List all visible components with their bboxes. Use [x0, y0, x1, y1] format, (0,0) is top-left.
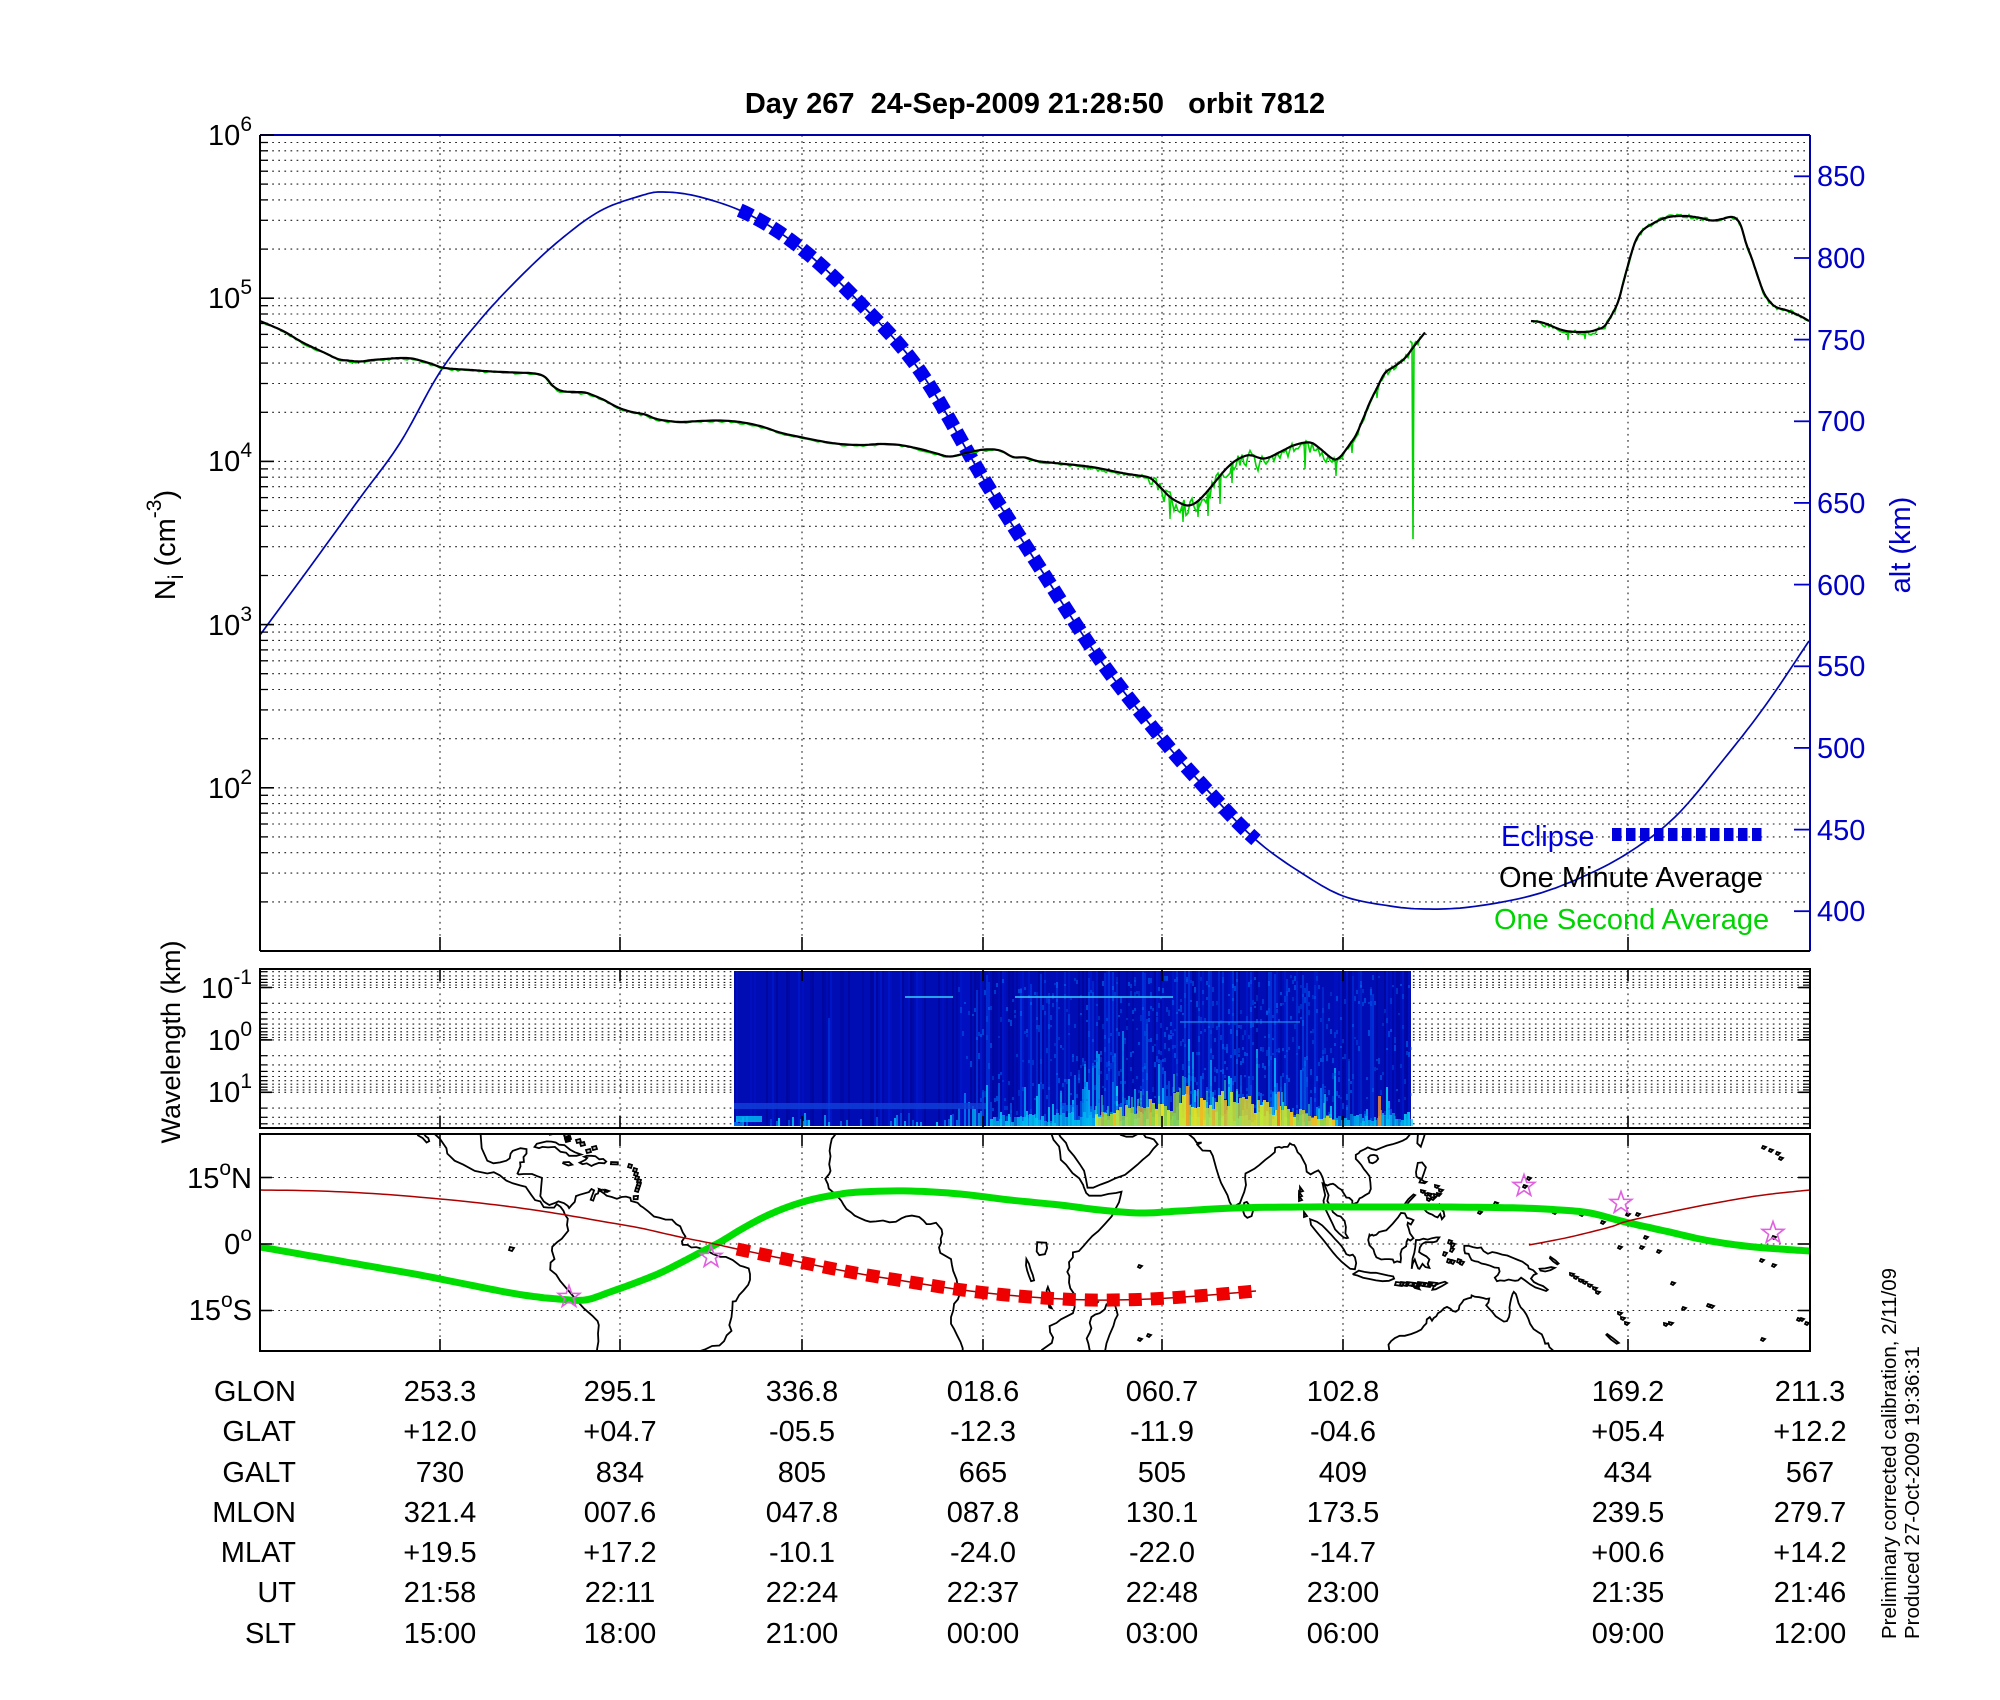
svg-text:15oS: 15oS: [189, 1289, 252, 1327]
svg-text:295.1: 295.1: [584, 1376, 657, 1408]
svg-text:+00.6: +00.6: [1591, 1537, 1664, 1569]
svg-text:-12.3: -12.3: [950, 1416, 1016, 1448]
svg-text:-05.5: -05.5: [769, 1416, 835, 1448]
svg-text:22:48: 22:48: [1126, 1577, 1199, 1609]
svg-text:700: 700: [1817, 406, 1865, 438]
svg-text:805: 805: [778, 1457, 826, 1489]
svg-text:321.4: 321.4: [404, 1497, 477, 1529]
svg-text:665: 665: [959, 1457, 1007, 1489]
svg-text:+19.5: +19.5: [403, 1537, 476, 1569]
svg-text:15:00: 15:00: [404, 1618, 477, 1650]
svg-text:MLON: MLON: [212, 1497, 296, 1529]
svg-text:-10.1: -10.1: [769, 1537, 835, 1569]
svg-text:567: 567: [1786, 1457, 1834, 1489]
svg-text:007.6: 007.6: [584, 1497, 657, 1529]
svg-text:GLON: GLON: [214, 1376, 296, 1408]
svg-text:730: 730: [416, 1457, 464, 1489]
svg-text:018.6: 018.6: [947, 1376, 1020, 1408]
svg-text:450: 450: [1817, 815, 1865, 847]
svg-text:21:35: 21:35: [1592, 1577, 1665, 1609]
svg-text:One Second Average: One Second Average: [1494, 904, 1769, 936]
svg-text:SLT: SLT: [245, 1618, 296, 1650]
svg-text:-04.6: -04.6: [1310, 1416, 1376, 1448]
svg-text:MLAT: MLAT: [221, 1537, 296, 1569]
svg-text:239.5: 239.5: [1592, 1497, 1665, 1529]
svg-text:+14.2: +14.2: [1773, 1537, 1846, 1569]
svg-text:173.5: 173.5: [1307, 1497, 1380, 1529]
svg-text:-11.9: -11.9: [1130, 1416, 1194, 1448]
svg-text:400: 400: [1817, 896, 1865, 928]
svg-text:03:00: 03:00: [1126, 1618, 1199, 1650]
svg-text:500: 500: [1817, 733, 1865, 765]
svg-text:650: 650: [1817, 488, 1865, 520]
svg-text:Ni (cm-3): Ni (cm-3): [143, 490, 188, 600]
svg-text:+12.2: +12.2: [1773, 1416, 1846, 1448]
svg-text:GALT: GALT: [222, 1457, 296, 1489]
svg-text:750: 750: [1817, 325, 1865, 357]
svg-text:102.8: 102.8: [1307, 1376, 1380, 1408]
svg-text:087.8: 087.8: [947, 1497, 1020, 1529]
svg-text:One Minute Average: One Minute Average: [1499, 862, 1763, 894]
svg-text:+05.4: +05.4: [1591, 1416, 1664, 1448]
svg-text:-22.0: -22.0: [1129, 1537, 1195, 1569]
svg-text:UT: UT: [257, 1577, 296, 1609]
svg-text:+17.2: +17.2: [583, 1537, 656, 1569]
svg-text:834: 834: [596, 1457, 644, 1489]
svg-text:23:00: 23:00: [1307, 1577, 1380, 1609]
svg-text:Wavelength (km): Wavelength (km): [156, 940, 186, 1143]
svg-text:106: 106: [208, 113, 252, 152]
svg-text:Eclipse: Eclipse: [1501, 821, 1595, 853]
svg-text:+04.7: +04.7: [583, 1416, 656, 1448]
svg-text:21:00: 21:00: [766, 1618, 839, 1650]
svg-text:-24.0: -24.0: [950, 1537, 1016, 1569]
svg-text:22:11: 22:11: [585, 1577, 655, 1609]
svg-text:18:00: 18:00: [584, 1618, 657, 1650]
svg-text:00:00: 00:00: [947, 1618, 1020, 1650]
svg-text:850: 850: [1817, 161, 1865, 193]
svg-text:169.2: 169.2: [1592, 1376, 1665, 1408]
svg-text:211.3: 211.3: [1775, 1376, 1845, 1408]
svg-text:Day 267 24-Sep-2009 21:28:50: Day 267 24-Sep-2009 21:28:50 orbit 7812: [745, 88, 1325, 120]
svg-text:09:00: 09:00: [1592, 1618, 1665, 1650]
svg-text:Preliminary corrected calibrat: Preliminary corrected calibration, 2/11/…: [1878, 1268, 1901, 1639]
svg-text:-14.7: -14.7: [1310, 1537, 1376, 1569]
svg-text:15oN: 15oN: [187, 1157, 252, 1195]
svg-text:600: 600: [1817, 570, 1865, 602]
svg-text:Produced 27-Oct-2009 19:36:31: Produced 27-Oct-2009 19:36:31: [1901, 1346, 1924, 1639]
svg-text:253.3: 253.3: [404, 1376, 477, 1408]
svg-text:060.7: 060.7: [1126, 1376, 1199, 1408]
svg-text:21:58: 21:58: [404, 1577, 477, 1609]
svg-text:06:00: 06:00: [1307, 1618, 1380, 1650]
svg-text:434: 434: [1604, 1457, 1652, 1489]
svg-text:12:00: 12:00: [1774, 1618, 1847, 1650]
svg-text:22:24: 22:24: [766, 1577, 839, 1609]
svg-text:130.1: 130.1: [1126, 1497, 1199, 1529]
svg-text:22:37: 22:37: [947, 1577, 1020, 1609]
svg-text:+12.0: +12.0: [403, 1416, 476, 1448]
svg-text:21:46: 21:46: [1774, 1577, 1847, 1609]
svg-text:409: 409: [1319, 1457, 1367, 1489]
svg-text:279.7: 279.7: [1774, 1497, 1847, 1529]
svg-text:alt (km): alt (km): [1885, 497, 1917, 594]
svg-text:GLAT: GLAT: [222, 1416, 296, 1448]
svg-text:505: 505: [1138, 1457, 1186, 1489]
svg-text:336.8: 336.8: [766, 1376, 839, 1408]
svg-text:550: 550: [1817, 651, 1865, 683]
svg-text:800: 800: [1817, 243, 1865, 275]
svg-text:047.8: 047.8: [766, 1497, 839, 1529]
